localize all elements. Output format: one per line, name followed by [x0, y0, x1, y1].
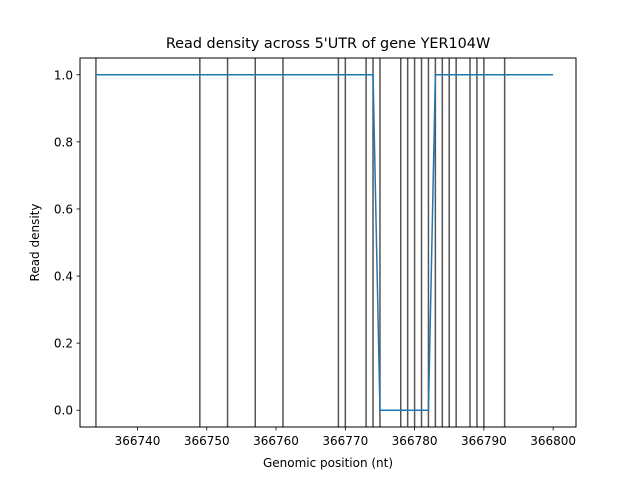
x-tick-label-1: 366750	[184, 434, 230, 448]
x-tick-label-5: 366790	[461, 434, 507, 448]
x-axis-label: Genomic position (nt)	[263, 456, 393, 470]
x-tick-label-4: 366780	[392, 434, 438, 448]
x-tick-label-3: 366770	[322, 434, 368, 448]
y-tick-label-4: 0.8	[54, 135, 73, 149]
x-tick-label-2: 366760	[253, 434, 299, 448]
y-tick-label-3: 0.6	[54, 202, 73, 216]
y-axis-label: Read density	[28, 204, 42, 282]
y-tick-label-0: 0.0	[54, 404, 73, 418]
y-tick-label-2: 0.4	[54, 270, 73, 284]
x-tick-label-0: 366740	[115, 434, 161, 448]
chart-title: Read density across 5'UTR of gene YER104…	[166, 36, 490, 52]
y-tick-label-5: 1.0	[54, 68, 73, 82]
y-tick-label-1: 0.2	[54, 337, 73, 351]
x-tick-label-6: 366800	[530, 434, 576, 448]
